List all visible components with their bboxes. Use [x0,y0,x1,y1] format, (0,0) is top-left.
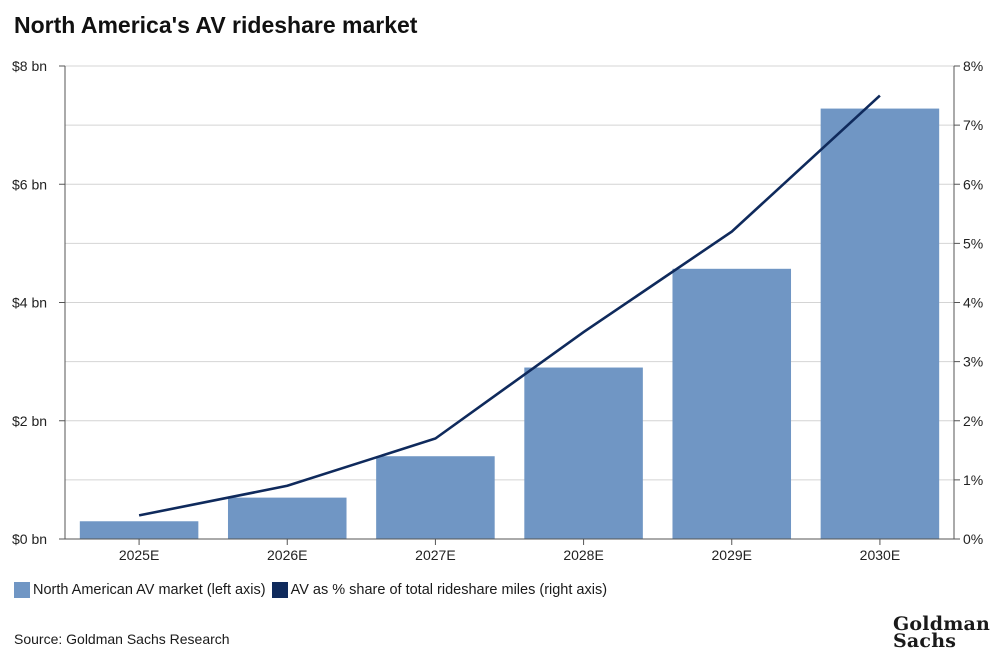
chart-area: $0 bn $2 bn $4 bn $6 bn $8 bn 0% 1% 2% 3% 4% 5% 6%… [12,58,983,563]
left-tick-label: $4 bn [12,295,47,311]
x-tick-label: 2027E [415,547,455,563]
left-tick-label: $0 bn [12,531,47,547]
right-tick-label: 5% [963,235,983,251]
right-tick-label: 2% [963,413,983,429]
right-tick-label: 1% [963,472,983,488]
legend-item-share: AV as % share of total rideshare miles (… [271,582,608,598]
logo-line-2: Sachs [893,630,957,652]
share-line [138,94,881,517]
bars [79,108,940,539]
left-tick-label: $8 bn [12,58,47,74]
legend: North American AV market (left axis) AV … [14,582,613,598]
right-tick-label: 8% [963,58,983,74]
right-tick-label: 4% [963,295,983,311]
right-tick-label: 3% [963,354,983,370]
source-note: Source: Goldman Sachs Research [14,631,230,647]
bar-2028E [524,367,643,539]
right-axis-ticks: 0% 1% 2% 3% 4% 5% 6% 7% 8% [954,58,983,547]
bar-2025E [79,521,199,539]
x-tick-label: 2028E [563,547,603,563]
legend-swatch-share [271,582,288,598]
right-tick-label: 0% [963,531,983,547]
legend-label-share: AV as % share of total rideshare miles (… [290,582,608,598]
left-tick-label: $2 bn [12,413,47,429]
bar-2026E [227,497,347,539]
legend-item-market: North American AV market (left axis) [14,582,266,598]
bar-2029E [672,268,792,539]
left-tick-label: $6 bn [12,176,47,192]
grid-lines [65,65,954,481]
left-axis-ticks: $0 bn $2 bn $4 bn $6 bn $8 bn [12,58,65,547]
bar-2030E [820,108,940,539]
right-tick-label: 6% [963,176,983,192]
bar-2027E [376,456,495,539]
x-tick-label: 2030E [860,547,900,563]
x-tick-label: 2025E [119,547,159,563]
logo-line-1: Goldman [893,613,991,635]
legend-swatch-market [14,582,30,598]
right-tick-label: 7% [963,117,983,133]
x-tick-label: 2029E [712,547,752,563]
x-axis-ticks: 2025E 2026E 2027E 2028E 2029E 2030E [119,539,900,563]
goldman-sachs-logo: Goldman Sachs [893,613,991,652]
chart-title: North America's AV rideshare market [14,12,418,38]
legend-label-market: North American AV market (left axis) [33,582,266,598]
x-tick-label: 2026E [267,547,307,563]
